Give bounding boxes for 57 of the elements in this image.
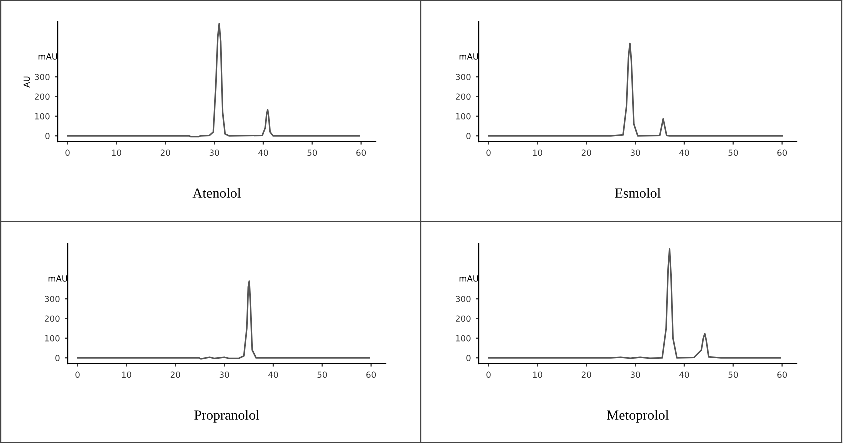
x-tick-label: 10 bbox=[533, 372, 542, 378]
y-tick-label: 300 bbox=[456, 296, 471, 302]
x-tick-label: 60 bbox=[356, 150, 366, 156]
x-tick-label: 0 bbox=[486, 150, 491, 156]
x-tick-label: 20 bbox=[170, 372, 180, 378]
text: mAU bbox=[460, 54, 478, 60]
x-axis-title: Metoprolol bbox=[607, 410, 669, 423]
text: mAU bbox=[48, 276, 68, 282]
x-tick-label: 40 bbox=[680, 372, 690, 378]
y-tick-label: 200 bbox=[456, 316, 471, 322]
x-tick-label: 10 bbox=[122, 372, 132, 378]
x-tick-label: 40 bbox=[258, 150, 268, 156]
x-tick-label: 10 bbox=[112, 150, 122, 156]
x-tick-label: 60 bbox=[778, 150, 788, 156]
x-tick-label: 30 bbox=[630, 372, 640, 378]
y-tick-label: 200 bbox=[456, 94, 471, 100]
x-tick-label: 30 bbox=[210, 150, 220, 156]
x-tick-label: 50 bbox=[318, 372, 328, 378]
line-series bbox=[488, 42, 784, 137]
y-tick-label: 300 bbox=[35, 74, 50, 80]
text: mAU bbox=[38, 54, 58, 60]
x-tick-label: 60 bbox=[778, 372, 788, 378]
y-tick-label: 100 bbox=[45, 335, 60, 342]
y-tick-label: 200 bbox=[45, 316, 60, 322]
x-tick-label: 0 bbox=[486, 372, 491, 378]
y-tick-label: 0 bbox=[46, 133, 50, 140]
x-tick-label: 0 bbox=[66, 150, 70, 156]
y-axis-title: AU bbox=[24, 76, 30, 88]
x-tick-label: 40 bbox=[680, 150, 690, 156]
x-tick-label: 20 bbox=[582, 372, 592, 378]
x-tick-label: 30 bbox=[630, 150, 640, 156]
x-tick-label: 50 bbox=[308, 150, 318, 156]
x-tick-label: 50 bbox=[728, 372, 738, 378]
y-tick-label: 100 bbox=[35, 113, 50, 120]
x-tick-label: 0 bbox=[76, 372, 80, 378]
y-tick-label: 300 bbox=[456, 74, 471, 80]
x-tick-label: 30 bbox=[220, 372, 230, 378]
y-tick-label: 0 bbox=[466, 133, 471, 140]
line-series bbox=[77, 280, 370, 360]
x-tick-label: 50 bbox=[728, 150, 738, 156]
y-tick-label: 100 bbox=[456, 113, 471, 120]
x-axis-title: Propranolol bbox=[194, 410, 260, 423]
x-tick-label: 20 bbox=[160, 150, 170, 156]
x-axis-title: Atenolol bbox=[192, 188, 242, 198]
text: mAU bbox=[460, 276, 478, 282]
y-tick-label: 0 bbox=[466, 355, 471, 362]
x-tick-label: 10 bbox=[533, 150, 542, 156]
line-series bbox=[488, 248, 782, 360]
x-tick-label: 60 bbox=[366, 372, 376, 378]
y-tick-label: 100 bbox=[456, 335, 471, 342]
x-axis-title: Esmolol bbox=[615, 188, 661, 198]
y-tick-label: 0 bbox=[56, 355, 60, 362]
x-tick-label: 20 bbox=[582, 150, 592, 156]
y-tick-label: 200 bbox=[35, 94, 50, 100]
y-tick-label: 300 bbox=[45, 296, 60, 302]
x-tick-label: 40 bbox=[268, 372, 278, 378]
line-series bbox=[67, 23, 360, 138]
